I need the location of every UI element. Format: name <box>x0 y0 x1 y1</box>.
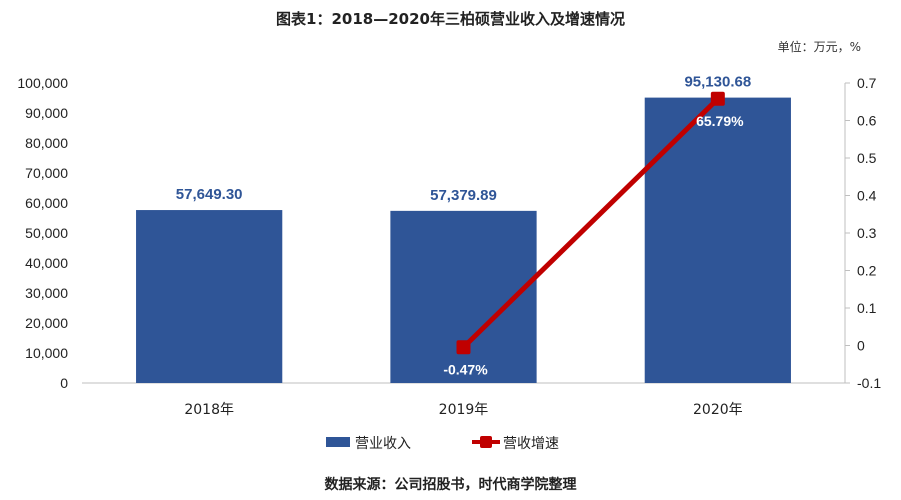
bar-2018年 <box>136 210 283 383</box>
y-right-tick-label: 0.6 <box>857 113 877 129</box>
data-labels: 57,649.30 57,379.89 95,130.68 -0.47% 65.79% <box>176 74 751 378</box>
y-left-tick-label: 40,000 <box>25 255 68 271</box>
growth-value-label: -0.47% <box>443 361 488 377</box>
y-left-tick-label: 80,000 <box>25 135 68 151</box>
y-left-tick-label: 90,000 <box>25 105 68 121</box>
legend-bar-label: 营业收入 <box>355 436 411 452</box>
legend: 营业收入 营收增速 <box>326 436 559 452</box>
y-left-tick-label: 70,000 <box>25 165 68 181</box>
revenue-growth-chart: 0 10,000 20,000 30,000 40,000 50,000 60,000 70,… <box>17 74 881 452</box>
y-left-tick-label: 20,000 <box>25 315 68 331</box>
unit-note: 单位：万元，% <box>777 40 861 54</box>
bar-value-label: 95,130.68 <box>684 74 751 91</box>
y-right-tick-label: 0.1 <box>857 300 877 316</box>
y-right-tick-label: 0 <box>857 338 865 354</box>
y-right-tick-label: 0.4 <box>857 188 877 204</box>
y-left-tick-label: 60,000 <box>25 195 68 211</box>
growth-line-path <box>461 96 720 350</box>
growth-line <box>456 91 725 355</box>
y-left-tick-label: 50,000 <box>25 225 68 241</box>
y-left-tick-label: 10,000 <box>25 345 68 361</box>
y-left-tick-label: 30,000 <box>25 285 68 301</box>
bar-value-label: 57,379.89 <box>430 187 497 204</box>
bar-2020年 <box>644 97 791 383</box>
growth-value-label: 65.79% <box>696 113 744 129</box>
legend-line-marker <box>480 436 492 448</box>
bar-value-label: 57,649.30 <box>176 186 243 203</box>
legend-line-label: 营收增速 <box>503 436 559 452</box>
y-left-tick-label: 0 <box>60 375 68 391</box>
legend-bar-swatch <box>326 437 350 447</box>
y-right-tick-label: 0.5 <box>857 150 877 166</box>
x-tick-label: 2019年 <box>439 402 489 418</box>
source-note: 数据来源：公司招股书，时代商学院整理 <box>324 477 577 493</box>
bars <box>136 97 791 383</box>
growth-point-marker <box>456 340 471 355</box>
y-right-tick-label: -0.1 <box>857 375 881 391</box>
chart-title: 图表1：2018—2020年三柏硕营业收入及增速情况 <box>276 10 625 28</box>
y-right-tick-label: 0.3 <box>857 225 877 241</box>
y-left-tick-label: 100,000 <box>17 75 68 91</box>
x-tick-label: 2018年 <box>184 402 234 418</box>
x-tick-label: 2020年 <box>693 402 743 418</box>
y-right-tick-label: 0.2 <box>857 263 877 279</box>
y-right-tick-label: 0.7 <box>857 75 877 91</box>
growth-point-marker <box>710 91 725 106</box>
